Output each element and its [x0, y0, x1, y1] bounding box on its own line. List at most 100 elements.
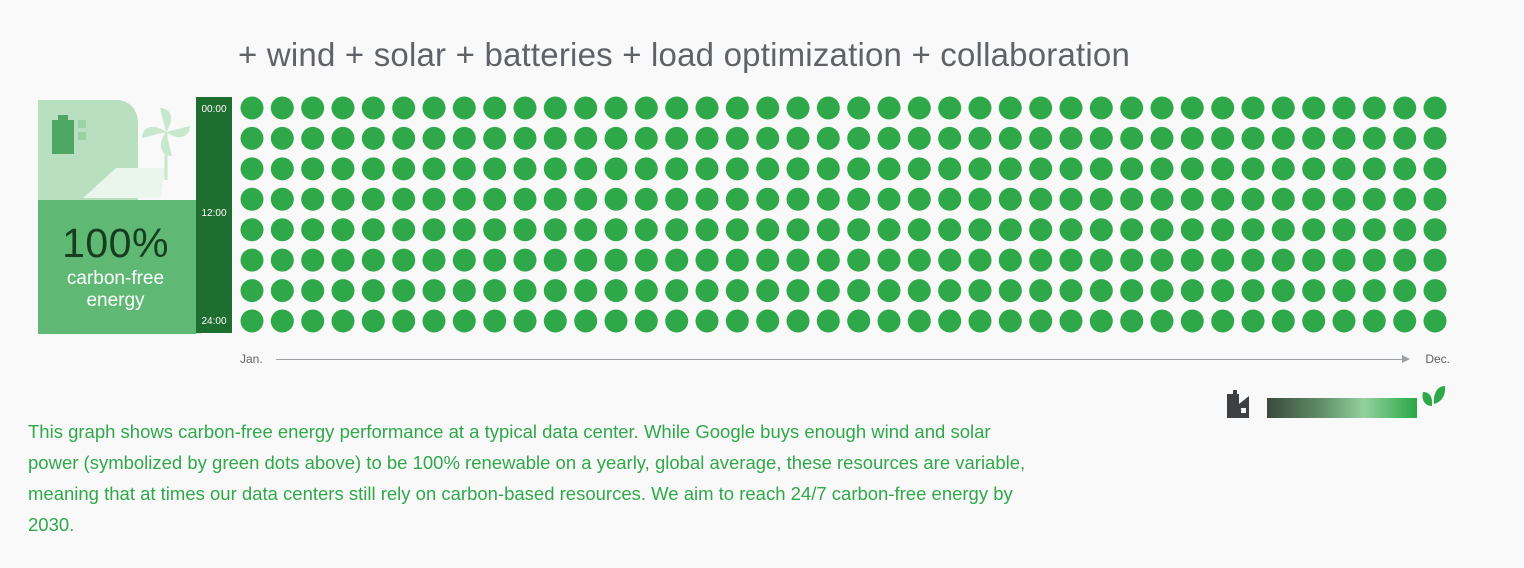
energy-dot	[361, 126, 385, 150]
energy-dot	[331, 279, 355, 303]
energy-dot	[998, 96, 1022, 120]
energy-dot	[756, 309, 780, 333]
energy-dot	[543, 248, 567, 272]
energy-dot	[604, 279, 628, 303]
energy-dot	[1059, 279, 1083, 303]
energy-dot	[907, 126, 931, 150]
energy-dot	[270, 187, 294, 211]
energy-dot	[998, 126, 1022, 150]
energy-dot	[1332, 126, 1356, 150]
energy-dot	[968, 187, 992, 211]
energy-dot	[422, 248, 446, 272]
energy-dot	[725, 218, 749, 242]
energy-dot	[240, 126, 264, 150]
energy-dot	[543, 279, 567, 303]
energy-dot	[1241, 96, 1265, 120]
energy-dot	[786, 187, 810, 211]
energy-dot	[1180, 309, 1204, 333]
energy-dot	[1120, 309, 1144, 333]
energy-dot	[786, 218, 810, 242]
energy-dot	[1150, 187, 1174, 211]
energy-dot	[301, 187, 325, 211]
energy-dot	[695, 248, 719, 272]
energy-dot	[634, 187, 658, 211]
energy-dot	[847, 157, 871, 181]
energy-dot	[1180, 157, 1204, 181]
energy-dot	[422, 309, 446, 333]
energy-dot	[634, 96, 658, 120]
energy-dot	[756, 279, 780, 303]
energy-dot	[1423, 96, 1447, 120]
energy-dot	[1271, 248, 1295, 272]
energy-dot	[968, 279, 992, 303]
energy-dot	[392, 126, 416, 150]
energy-dot	[301, 248, 325, 272]
y-tick-label: 00:00	[201, 104, 227, 115]
energy-dot	[301, 309, 325, 333]
energy-dot	[938, 218, 962, 242]
energy-dot	[938, 187, 962, 211]
energy-dot	[1150, 96, 1174, 120]
energy-dot	[1150, 157, 1174, 181]
energy-dot	[361, 96, 385, 120]
energy-dot	[331, 126, 355, 150]
arrow-right-icon	[1402, 355, 1410, 363]
energy-dot	[1150, 279, 1174, 303]
energy-dot	[1029, 187, 1053, 211]
energy-dot	[907, 96, 931, 120]
energy-dot	[604, 96, 628, 120]
energy-dot	[1241, 157, 1265, 181]
energy-dot	[695, 309, 719, 333]
energy-dot	[452, 96, 476, 120]
energy-dot	[1089, 187, 1113, 211]
energy-dot	[452, 157, 476, 181]
energy-dot	[725, 309, 749, 333]
x-tick-label: Dec.	[1425, 352, 1450, 366]
energy-dot	[1332, 96, 1356, 120]
energy-dot	[422, 187, 446, 211]
energy-dot	[877, 187, 901, 211]
energy-dot	[392, 279, 416, 303]
energy-dot	[483, 279, 507, 303]
energy-dot	[270, 279, 294, 303]
energy-dot	[1180, 248, 1204, 272]
energy-dot	[604, 248, 628, 272]
energy-dot	[1120, 126, 1144, 150]
energy-dot	[1393, 187, 1417, 211]
energy-dot	[1302, 309, 1326, 333]
energy-dot	[1271, 218, 1295, 242]
energy-dot	[1362, 279, 1386, 303]
energy-dot	[1302, 218, 1326, 242]
energy-dot	[634, 157, 658, 181]
chart-title: + wind + solar + batteries + load optimi…	[238, 36, 1131, 73]
energy-dot	[847, 279, 871, 303]
energy-dot	[1059, 218, 1083, 242]
energy-dot	[240, 157, 264, 181]
energy-dot	[1029, 309, 1053, 333]
energy-dot	[483, 187, 507, 211]
energy-dot	[1241, 218, 1265, 242]
energy-dot	[877, 126, 901, 150]
energy-dot	[816, 187, 840, 211]
energy-dot	[816, 279, 840, 303]
energy-dot	[1271, 279, 1295, 303]
energy-dot	[877, 96, 901, 120]
energy-dot	[756, 248, 780, 272]
energy-dot	[1089, 157, 1113, 181]
energy-dot	[1150, 309, 1174, 333]
energy-dot	[331, 248, 355, 272]
energy-dot	[938, 309, 962, 333]
energy-dot	[998, 248, 1022, 272]
energy-dot	[1302, 248, 1326, 272]
energy-dot	[513, 309, 537, 333]
energy-dot	[604, 309, 628, 333]
energy-dot	[665, 248, 689, 272]
energy-dot	[1120, 218, 1144, 242]
x-tick-label: Jan.	[240, 352, 263, 366]
energy-dot	[604, 126, 628, 150]
energy-dot	[483, 218, 507, 242]
energy-dot	[1393, 309, 1417, 333]
energy-dot	[392, 187, 416, 211]
x-axis-line	[276, 359, 1404, 360]
